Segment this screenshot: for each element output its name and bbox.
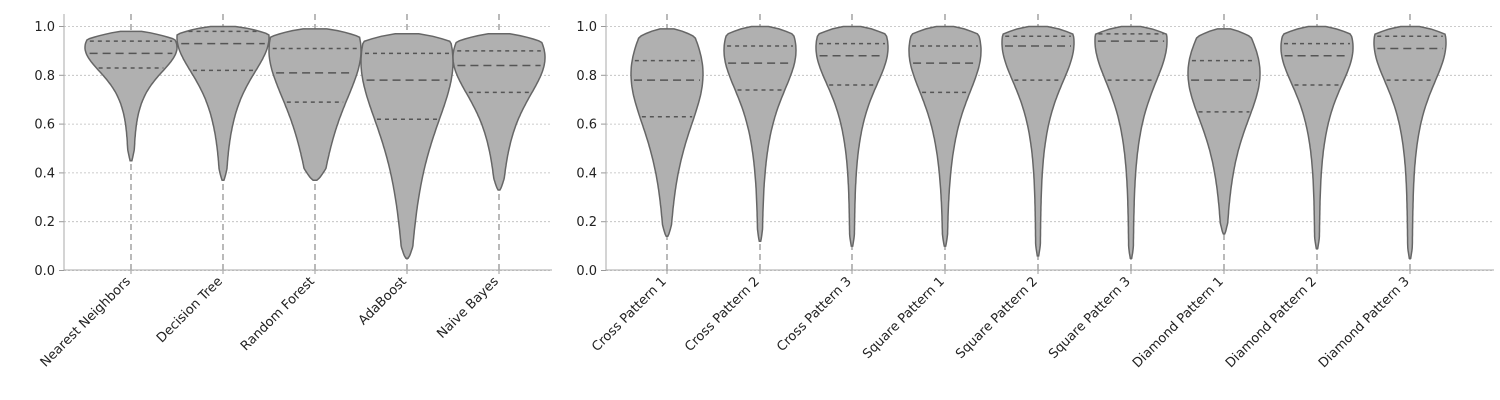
violin-body — [1094, 25, 1168, 260]
violin-adaboost: AdaBoost — [356, 14, 454, 328]
violin-body — [1001, 25, 1075, 257]
violin-body — [1280, 25, 1354, 250]
y-tick-label: 0.6 — [34, 118, 55, 133]
violin-nearest-neighbors: Nearest Neighbors — [38, 14, 178, 370]
x-tick-label: Naive Bayes — [434, 274, 502, 342]
violin-body — [723, 25, 797, 242]
y-tick-label: 1.0 — [576, 20, 597, 35]
y-tick-label: 0.4 — [576, 166, 597, 181]
violin-body — [1187, 28, 1261, 235]
y-tick-label: 0.0 — [34, 264, 55, 279]
x-tick-label: Decision Tree — [154, 274, 226, 346]
y-tick-label: 1.0 — [34, 20, 55, 35]
violin-body — [360, 33, 454, 260]
y-tick-label: 0.2 — [34, 215, 55, 230]
chart-panel-1: 0.0 0.2 0.4 0.6 0.8 1.0 Nearest Neighbors Decis… — [34, 14, 552, 370]
y-tick-label: 0.4 — [34, 166, 55, 181]
violin-body — [1373, 25, 1447, 260]
x-tick-label: Diamond Pattern 3 — [1316, 274, 1413, 371]
violin-body — [268, 28, 362, 181]
violin-body — [908, 25, 982, 247]
x-tick-label: AdaBoost — [356, 274, 410, 328]
y-tick-label: 0.8 — [34, 69, 55, 84]
violin-body — [452, 33, 546, 191]
x-tick-label: Diamond Pattern 1 — [1130, 274, 1227, 371]
y-tick-label: 0.2 — [576, 215, 597, 230]
violin-decision-tree: Decision Tree — [154, 14, 270, 346]
violin-body — [84, 30, 178, 162]
x-tick-label: Square Pattern 3 — [1046, 274, 1134, 362]
violin-body — [176, 25, 270, 181]
y-tick-label: 0.8 — [576, 69, 597, 84]
x-tick-label: Square Pattern 1 — [860, 274, 948, 362]
x-tick-label: Diamond Pattern 2 — [1223, 274, 1320, 371]
y-tick-label: 0.6 — [576, 118, 597, 133]
x-tick-label: Nearest Neighbors — [38, 274, 134, 370]
x-tick-label: Square Pattern 2 — [953, 274, 1041, 362]
x-tick-label: Cross Pattern 2 — [682, 274, 763, 355]
y-tick-label: 0.0 — [576, 264, 597, 279]
x-tick-label: Random Forest — [238, 274, 318, 354]
x-tick-label: Cross Pattern 1 — [589, 274, 670, 355]
violin-body — [815, 25, 889, 247]
x-tick-label: Cross Pattern 3 — [774, 274, 855, 355]
